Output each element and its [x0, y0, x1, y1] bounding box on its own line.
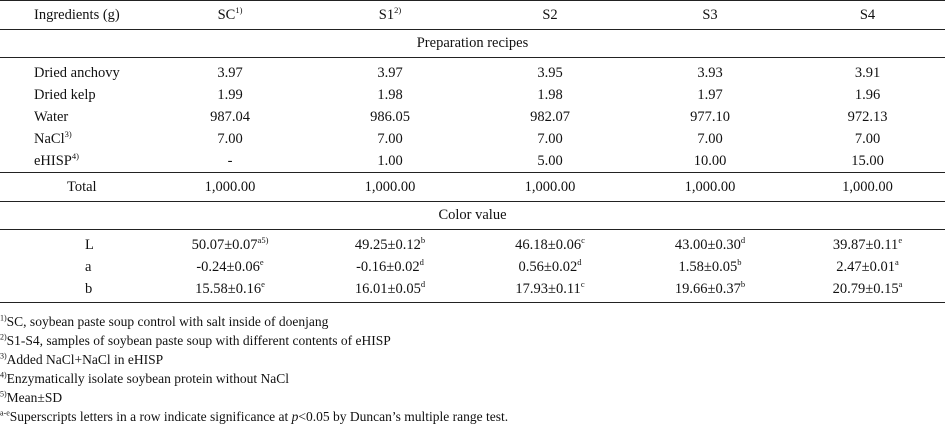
table-cell: 16.01±0.05d	[310, 278, 470, 303]
table-cell: 1,000.00	[470, 172, 630, 202]
row-label: Dried kelp	[34, 86, 96, 103]
table-cell: 1.00	[377, 152, 403, 169]
footnote: 3)Added NaCl+NaCl in eHISP	[0, 351, 164, 367]
table-cell: 2.47±0.01a	[836, 256, 899, 275]
table-cell: 1.98	[377, 86, 403, 103]
table-cell: 19.66±0.37b	[630, 278, 790, 303]
table-cell: 49.25±0.12b	[354, 234, 426, 253]
table-cell: 1.96	[854, 86, 881, 103]
table-cell: 39.87±0.11e	[832, 234, 903, 253]
table-cell: 1,000.00	[790, 172, 945, 202]
table-cell: 3.97	[377, 64, 403, 81]
header-s1: S12)	[310, 0, 470, 30]
table-cell: -	[227, 152, 233, 169]
header-s2: S2	[470, 0, 630, 30]
table-cell: 7.00	[854, 130, 881, 147]
footnote: 1)SC, soybean paste soup control with sa…	[0, 313, 329, 329]
table-cell: 5.00	[537, 152, 563, 169]
section-row-color: Color value	[0, 201, 945, 230]
table-row: Water 987.04 986.05 982.07 977.10 972.13	[0, 106, 945, 128]
table-row: NaCl3) 7.00 7.00 7.00 7.00 7.00	[0, 128, 945, 150]
table-cell: 3.97	[217, 64, 243, 81]
table-cell: 0.56±0.02d	[518, 256, 582, 275]
table-cell: 1.99	[217, 86, 243, 103]
footnote-significance: a-eSuperscripts letters in a row indicat…	[0, 408, 509, 424]
row-label: b	[0, 278, 150, 303]
section-title-recipes: Preparation recipes	[0, 29, 945, 58]
table-row: L 50.07±0.07a5) 49.25±0.12b 46.18±0.06c …	[0, 230, 945, 257]
table-cell: 987.04	[210, 108, 250, 125]
table-row: Dried anchovy 3.97 3.97 3.95 3.93 3.91	[0, 58, 945, 85]
header-s4: S4	[790, 0, 945, 30]
section-row-recipes: Preparation recipes	[0, 29, 945, 58]
table-row: a -0.24±0.06e -0.16±0.02d 0.56±0.02d 1.5…	[0, 256, 945, 278]
row-label: eHISP4)	[34, 150, 79, 169]
table-cell: 46.18±0.06c	[515, 234, 585, 253]
row-label: a	[85, 258, 92, 275]
table-cell: 977.10	[690, 108, 730, 125]
table-cell: 20.79±0.15a	[790, 278, 945, 303]
footnote: 2)S1-S4, samples of soybean paste soup w…	[0, 332, 391, 348]
footnote: 4)Enzymatically isolate soybean protein …	[0, 370, 289, 386]
footnotes: 1)SC, soybean paste soup control with sa…	[0, 312, 945, 426]
table-cell: 1,000.00	[310, 172, 470, 202]
header-sc: SC1)	[150, 0, 310, 30]
header-s3: S3	[630, 0, 790, 30]
table-cell: 7.00	[537, 130, 563, 147]
table-cell: 15.58±0.16e	[150, 278, 310, 303]
table-row: Dried kelp 1.99 1.98 1.98 1.97 1.96	[0, 84, 945, 106]
row-label: L	[85, 236, 94, 253]
table-cell: 1,000.00	[150, 172, 310, 202]
footnote: 5)Mean±SD	[0, 389, 63, 405]
table-cell: 1.98	[537, 86, 563, 103]
table-cell: 15.00	[851, 152, 884, 169]
table-row: b 15.58±0.16e 16.01±0.05d 17.93±0.11c 19…	[0, 278, 945, 303]
table-cell: 1,000.00	[630, 172, 790, 202]
table-cell: 50.07±0.07a5)	[191, 234, 269, 253]
table-cell: 7.00	[377, 130, 403, 147]
section-title-color: Color value	[0, 201, 945, 230]
table-cell: 3.95	[537, 64, 563, 81]
row-label-total: Total	[0, 172, 150, 202]
table-cell: -0.16±0.02d	[356, 256, 424, 275]
row-label: Water	[34, 108, 69, 125]
table-cell: 1.97	[697, 86, 723, 103]
table-cell: 3.93	[697, 64, 723, 81]
table-cell: 43.00±0.30d	[674, 234, 746, 253]
table-row: eHISP4) - 1.00 5.00 10.00 15.00	[0, 150, 945, 173]
table-cell: -0.24±0.06e	[196, 256, 264, 275]
row-label: NaCl3)	[34, 128, 72, 147]
table-cell: 986.05	[370, 108, 410, 125]
table-cell: 1.58±0.05b	[678, 256, 742, 275]
row-label: Dried anchovy	[34, 64, 120, 81]
total-row: Total 1,000.00 1,000.00 1,000.00 1,000.0…	[0, 172, 945, 202]
table-cell: 3.91	[854, 64, 881, 81]
table-cell: 972.13	[847, 108, 888, 125]
header-ingredients: Ingredients (g)	[0, 0, 150, 30]
table-cell: 982.07	[530, 108, 570, 125]
table-cell: 17.93±0.11c	[470, 278, 630, 303]
header-row: Ingredients (g) SC1) S12) S2 S3 S4	[0, 0, 945, 30]
data-table: Ingredients (g) SC1) S12) S2 S3 S4 Prepa…	[0, 0, 945, 303]
table-cell: 7.00	[697, 130, 723, 147]
table-cell: 10.00	[693, 152, 727, 169]
table-cell: 7.00	[217, 130, 243, 147]
